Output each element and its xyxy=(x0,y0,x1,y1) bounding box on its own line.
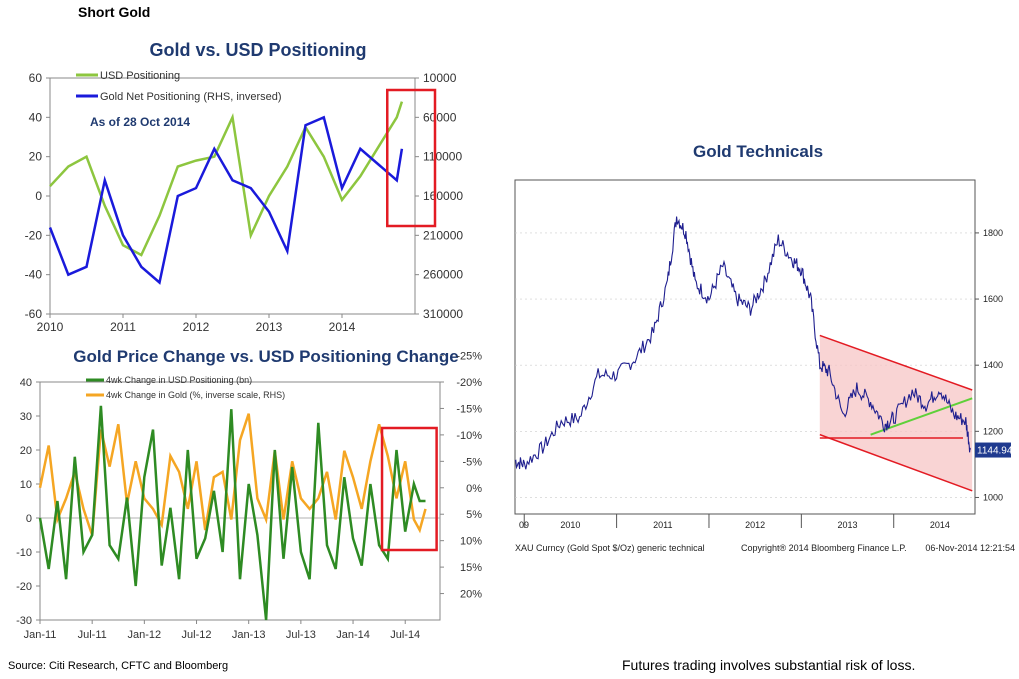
y-left-tick-label: 10 xyxy=(20,479,32,491)
x-tick-label: 2014 xyxy=(329,320,356,334)
y-left-tick-label: 20 xyxy=(20,445,32,457)
x-tick-label: 2014 xyxy=(930,520,950,530)
channel-upper-line xyxy=(819,334,973,391)
y-left-tick-label: 0 xyxy=(35,189,42,203)
y-left-tick-label: 40 xyxy=(20,377,32,389)
y-right-tick-label: -5% xyxy=(462,456,482,468)
y-right-tick-label: -20% xyxy=(456,377,482,389)
gold-net-positioning-line xyxy=(48,115,404,285)
y-right-tick-label: 210000 xyxy=(423,228,463,242)
uptrend-line xyxy=(870,397,973,436)
x-tick-label: Jul-13 xyxy=(286,629,316,641)
x-tick-label: Jan-11 xyxy=(24,629,57,641)
x-tick-label: 2011 xyxy=(110,320,136,334)
legend-gold-label: Gold Net Positioning (RHS, inversed) xyxy=(100,91,282,103)
x-tick-label: 2013 xyxy=(838,520,858,530)
x-tick-label: Jan-14 xyxy=(336,629,370,641)
y-right-tick-label: 60000 xyxy=(423,110,457,124)
changes-plot-frame xyxy=(39,381,441,621)
channel-lower-line xyxy=(819,433,973,492)
positioning-plot-frame xyxy=(49,77,416,315)
source-note: Source: Citi Research, CFTC and Bloomber… xyxy=(8,660,229,672)
x-tick-label: Jul-11 xyxy=(78,629,107,641)
last-price-label: 1144.94 xyxy=(977,446,1013,457)
y-tick-label: 1400 xyxy=(983,360,1003,370)
positioning-highlight-box xyxy=(386,88,437,228)
x-tick-label: Jan-13 xyxy=(232,629,266,641)
y-left-tick-label: -40 xyxy=(25,268,43,282)
y-left-tick-label: -20 xyxy=(25,228,43,242)
y-tick-label: 1000 xyxy=(983,492,1003,502)
y-right-tick-label: 260000 xyxy=(423,268,463,282)
x-tick-label: Jul-14 xyxy=(390,629,420,641)
technicals-footer-copyright: Copyright® 2014 Bloomberg Finance L.P. xyxy=(741,543,907,553)
x-tick-label: 2010 xyxy=(37,320,64,334)
page-title: Short Gold xyxy=(78,4,151,20)
y-right-tick-label: -15% xyxy=(456,403,482,415)
y-left-tick-label: -10 xyxy=(16,547,32,559)
y-left-tick-label: 0 xyxy=(26,513,32,525)
y-right-tick-label: 15% xyxy=(460,562,482,574)
x-tick-label: 2011 xyxy=(653,520,672,530)
y-right-tick-label: 20% xyxy=(460,589,482,601)
last-price-box xyxy=(975,442,1011,458)
x-tick-label: 2012 xyxy=(183,320,210,334)
y-right-tick-label: -10% xyxy=(456,430,482,442)
legend-goldchg-label: 4wk Change in Gold (%, inverse scale, RH… xyxy=(106,390,285,400)
y-right-tick-label: -25% xyxy=(456,351,482,363)
legend-usd-label: USD Positioning xyxy=(100,70,180,82)
y-right-tick-label: 110000 xyxy=(423,150,462,164)
y-right-tick-label: 0% xyxy=(466,483,482,495)
y-right-tick-label: 5% xyxy=(466,509,482,521)
y-right-tick-label: 10% xyxy=(460,536,482,548)
y-tick-label: 1800 xyxy=(983,228,1003,238)
y-tick-label: 1200 xyxy=(983,426,1003,436)
gold-spot-price-line xyxy=(514,216,971,470)
x-tick-label: 2013 xyxy=(256,320,283,334)
positioning-annotation: As of 28 Oct 2014 xyxy=(90,115,190,129)
positioning-chart: Gold vs. USD Positioning 60 40 20 0 -20 -40 -6… xyxy=(25,40,464,334)
y-left-tick-label: -30 xyxy=(16,615,32,627)
positioning-title: Gold vs. USD Positioning xyxy=(149,40,366,60)
legend-usdchg-label: 4wk Change in USD Positioning (bn) xyxy=(106,375,252,385)
y-left-tick-label: 30 xyxy=(20,411,32,423)
x-tick-label: Jan-12 xyxy=(128,629,162,641)
x-tick-label: 2010 xyxy=(560,520,580,530)
y-right-tick-label: 160000 xyxy=(423,189,463,203)
y-left-tick-label: -20 xyxy=(16,581,32,593)
y-left-tick-label: 20 xyxy=(29,150,43,164)
x-tick-label: 2012 xyxy=(745,520,765,530)
technicals-footer-ticker: XAU Curncy (Gold Spot $/Oz) generic tech… xyxy=(515,543,705,553)
changes-highlight-box xyxy=(380,426,438,552)
y-right-tick-label: 10000 xyxy=(423,71,457,85)
y-left-tick-label: -60 xyxy=(25,307,43,321)
positioning-legend: USD Positioning Gold Net Positioning (RH… xyxy=(76,70,282,103)
y-left-tick-label: 40 xyxy=(29,110,43,124)
y-tick-label: 1600 xyxy=(983,294,1003,304)
changes-chart: Gold Price Change vs. USD Positioning Ch… xyxy=(16,347,482,641)
risk-disclaimer: Futures trading involves substantial ris… xyxy=(622,657,916,673)
y-left-tick-label: 60 xyxy=(29,71,43,85)
changes-title: Gold Price Change vs. USD Positioning Ch… xyxy=(73,347,458,366)
usd-positioning-change-line xyxy=(38,405,426,621)
y-right-tick-label: 310000 xyxy=(423,307,463,321)
changes-legend: 4wk Change in USD Positioning (bn) 4wk C… xyxy=(86,375,285,400)
usd-positioning-line xyxy=(49,101,404,257)
technicals-title: Gold Technicals xyxy=(693,142,823,161)
x-tick-label: Jul-12 xyxy=(182,629,212,641)
technicals-footer-time: 06-Nov-2014 12:21:54 xyxy=(925,543,1015,553)
